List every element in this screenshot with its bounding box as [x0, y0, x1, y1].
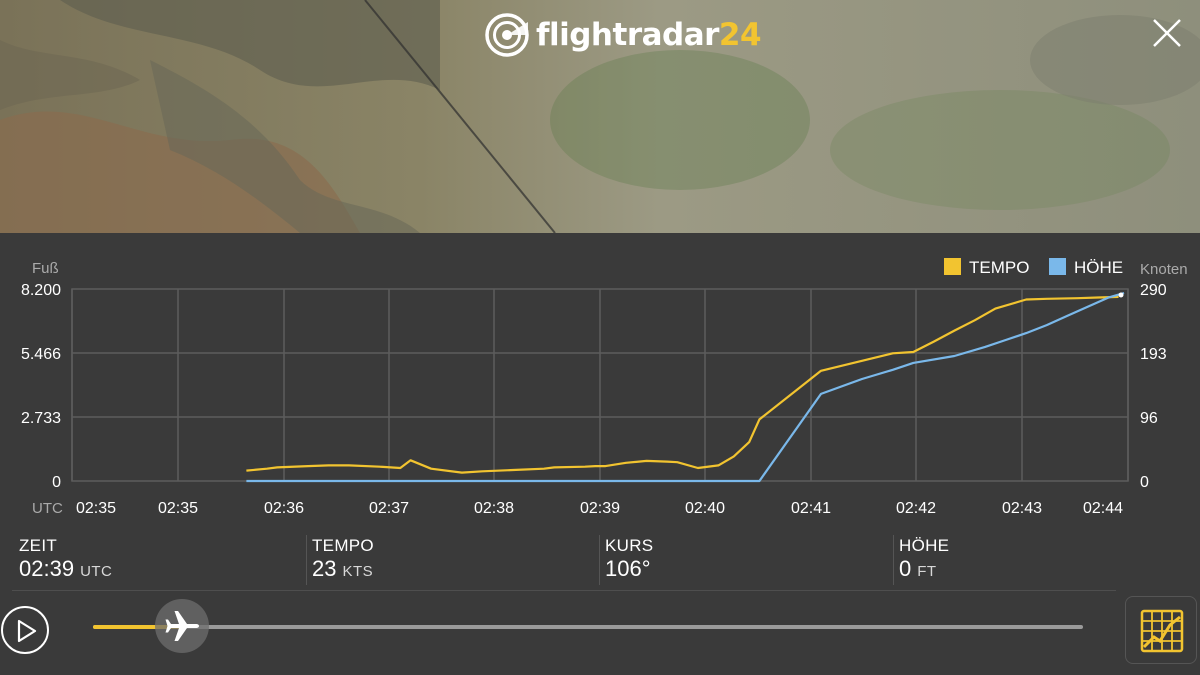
legend-swatch-tempo: [944, 258, 961, 275]
airplane-icon: [165, 611, 200, 641]
stat-divider: [306, 535, 307, 585]
y-left-tick-label: 8.200: [21, 282, 61, 299]
x-tick-label: 02:35: [76, 500, 116, 517]
x-tick-labels: 02:35 02:35 02:36 02:37 02:38 02:39 02:40 02:41…: [76, 500, 1123, 517]
x-tick-label: 02:39: [580, 500, 620, 517]
y-right-tick-label: 0: [1140, 474, 1149, 491]
y-right-axis-label: Knoten: [1140, 261, 1188, 278]
flight-stats-row: ZEIT 02:39 UTC TEMPO 23 KTS KURS 106° HÖHE…: [0, 526, 1200, 591]
chart-grid: [71, 288, 1129, 482]
play-button[interactable]: [1, 606, 49, 654]
y-left-tick-label: 0: [52, 474, 61, 491]
legend-swatch-hoehe: [1049, 258, 1066, 275]
playback-handle[interactable]: [155, 599, 210, 653]
app-logo: flightradar24: [484, 10, 762, 60]
x-tick-label: 02:42: [896, 500, 936, 517]
stat-speed-value: 23 KTS: [312, 556, 374, 581]
legend-label-hoehe: HÖHE: [1074, 258, 1123, 277]
x-tick-label: 02:41: [791, 500, 831, 517]
series-line-tempo: [246, 295, 1119, 474]
current-position-marker: [1118, 292, 1124, 298]
satellite-map-image: [0, 0, 1200, 234]
stat-altitude-value: 0 FT: [899, 556, 937, 581]
x-tick-label: 02:44: [1083, 500, 1123, 517]
y-left-tick-labels: 8.200 5.466 2.733 0: [21, 282, 61, 491]
chart-series: [246, 291, 1125, 483]
x-tick-label: 02:37: [369, 500, 409, 517]
logo-wordmark: flightradar24: [536, 17, 762, 53]
stat-heading-value: 106°: [605, 556, 651, 581]
satellite-map[interactable]: flightradar24: [0, 0, 1200, 234]
y-right-tick-label: 193: [1140, 346, 1167, 363]
speed-altitude-chart: 02:35 02:35 02:36 02:37 02:38 02:39 02:40 02:41…: [21, 258, 1188, 517]
x-tick-label: 02:43: [1002, 500, 1042, 517]
x-tick-label: 02:36: [264, 500, 304, 517]
playback-slider[interactable]: [93, 625, 1083, 629]
stat-time-value: 02:39 UTC: [19, 556, 113, 581]
stat-divider: [599, 535, 600, 585]
divider-line: [12, 590, 1116, 591]
x-tick-label: 02:38: [474, 500, 514, 517]
y-right-tick-label: 290: [1140, 282, 1167, 299]
series-line-hoehe: [246, 291, 1125, 483]
y-left-axis-label: Fuß: [32, 260, 59, 277]
stat-speed-label: TEMPO: [312, 536, 374, 555]
playback-progress: [93, 625, 183, 629]
y-right-tick-labels: 290 193 96 0: [1140, 282, 1167, 491]
stat-altitude-label: HÖHE: [899, 536, 950, 555]
x-tick-label: 02:40: [685, 500, 725, 517]
flight-chart-panel: 02:35 02:35 02:36 02:37 02:38 02:39 02:40 02:41…: [0, 233, 1200, 675]
stat-heading-label: KURS: [605, 536, 654, 555]
x-axis-prefix: UTC: [32, 500, 63, 517]
stat-divider: [893, 535, 894, 585]
legend-label-tempo: TEMPO: [969, 258, 1029, 277]
x-tick-label: 02:35: [158, 500, 198, 517]
radar-logo-icon: [485, 13, 529, 57]
y-left-tick-label: 5.466: [21, 346, 61, 363]
y-right-tick-label: 96: [1140, 410, 1158, 427]
y-left-tick-label: 2.733: [21, 410, 61, 427]
chart-legend: TEMPO HÖHE: [944, 258, 1123, 277]
graph-toggle-icon: [1140, 609, 1184, 653]
graph-toggle-button[interactable]: [1125, 596, 1197, 664]
play-icon: [17, 619, 37, 643]
stat-time-label: ZEIT: [19, 536, 58, 555]
close-icon[interactable]: [1150, 16, 1184, 50]
